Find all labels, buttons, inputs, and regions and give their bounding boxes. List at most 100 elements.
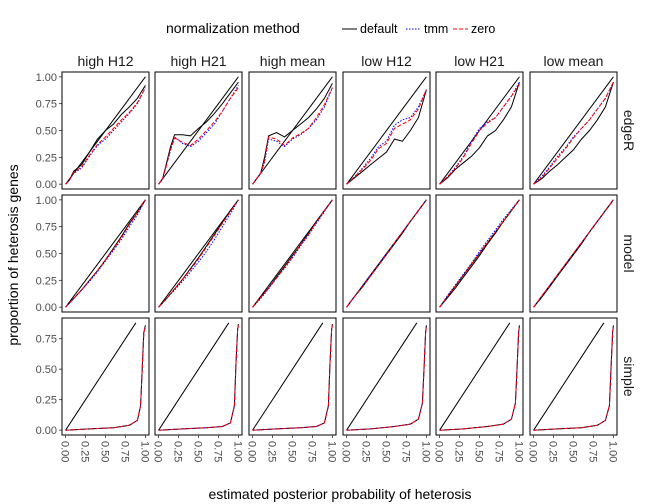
series-line-zero (533, 81, 614, 185)
series-line-default (439, 325, 520, 431)
y-axis-title: proportion of heterosis genes (5, 164, 21, 345)
panel-border (529, 317, 618, 436)
facet-label-high-mean: high mean (260, 53, 325, 69)
panel-edger-low-h12 (342, 71, 431, 190)
panel-grid: high H12 high H21 high mean low H12 low H21 l… (36, 53, 637, 462)
series-line-tmm (252, 325, 333, 431)
series-line-zero (158, 325, 239, 431)
series-line-default (533, 325, 614, 431)
series-line-tmm (252, 199, 333, 308)
x-tick-label: 0.00 (246, 441, 258, 462)
x-tick-label: 0.00 (59, 441, 71, 462)
y-tick-label: 0.25 (36, 152, 57, 164)
legend: normalization method default tmm zero (166, 20, 495, 36)
reference-line (65, 199, 146, 308)
x-tick-label: 0.00 (433, 441, 445, 462)
x-tick-label: 0.75 (305, 441, 317, 462)
series-line-tmm (65, 326, 146, 431)
reference-line (252, 322, 324, 431)
series-line-tmm (533, 81, 614, 185)
panel-border (342, 71, 431, 190)
panel-border (248, 194, 337, 313)
legend-label-tmm: tmm (424, 22, 448, 36)
series-line-default (252, 324, 333, 431)
y-tick-label: 0.75 (36, 222, 57, 234)
x-tick-label: 0.50 (380, 441, 392, 462)
x-tick-label: 0.50 (473, 441, 485, 462)
panel-border (154, 194, 243, 313)
series-line-zero (252, 325, 333, 431)
panel-model-high-mean (248, 194, 337, 313)
panel-edger-high-h12 (61, 71, 150, 190)
panel-edger-high-mean (248, 71, 337, 190)
x-tick-label: 0.25 (453, 441, 465, 462)
panel-model-low-h12 (342, 194, 431, 313)
x-tick-label: 0.25 (360, 441, 372, 462)
series-line-default (65, 325, 146, 431)
panel-edger-high-h21 (154, 71, 243, 190)
series-line-default (346, 89, 427, 185)
panel-simple-low-mean (529, 317, 618, 436)
facet-label-low-h12: low H12 (361, 53, 412, 69)
series-line-default (533, 82, 614, 185)
facet-label-high-h12: high H12 (77, 53, 133, 69)
panel-simple-high-h12 (61, 317, 150, 436)
x-tick-label: 0.75 (492, 441, 504, 462)
panel-border (61, 71, 150, 190)
series-line-tmm (439, 81, 520, 185)
y-tick-label: 1.00 (36, 72, 57, 84)
y-tick-label: 0.25 (36, 395, 57, 407)
x-tick-label: 1.00 (606, 441, 618, 462)
reference-line (346, 76, 427, 185)
series-line-tmm (252, 87, 333, 185)
y-tick-label: 0.50 (36, 249, 57, 261)
series-line-zero (65, 199, 146, 308)
panel-border (342, 194, 431, 313)
series-line-zero (439, 84, 520, 185)
x-tick-label: 0.75 (399, 441, 411, 462)
panel-simple-low-h21 (435, 317, 524, 436)
x-tick-label: 0.25 (172, 441, 184, 462)
x-tick-label: 0.00 (527, 441, 539, 462)
x-tick-label: 0.75 (586, 441, 598, 462)
panel-border (248, 71, 337, 190)
panel-border (342, 317, 431, 436)
series-line-zero (533, 326, 614, 431)
x-tick-label: 0.50 (286, 441, 298, 462)
x-tick-label: 0.50 (99, 441, 111, 462)
facet-label-model: model (621, 234, 637, 272)
series-line-zero (346, 89, 427, 185)
series-line-default (346, 325, 427, 431)
x-tick-label: 0.50 (192, 441, 204, 462)
series-line-tmm (533, 326, 614, 431)
series-line-zero (252, 199, 333, 308)
panel-border (61, 194, 150, 313)
series-line-zero (158, 87, 239, 185)
reference-line (158, 76, 239, 185)
facet-label-simple: simple (621, 356, 637, 397)
y-tick-label: 0.50 (36, 364, 57, 376)
panel-border (61, 317, 150, 436)
series-line-zero (533, 199, 614, 308)
reference-line (65, 322, 137, 431)
series-line-tmm (439, 326, 520, 431)
x-tick-label: 0.00 (152, 441, 164, 462)
series-line-tmm (158, 325, 239, 431)
series-line-default (158, 324, 239, 431)
panel-border (248, 317, 337, 436)
series-line-zero (252, 87, 333, 185)
facet-label-low-mean: low mean (544, 53, 604, 69)
reference-line (439, 322, 511, 431)
series-line-default (439, 82, 520, 185)
y-tick-label: 0.00 (36, 302, 57, 314)
reference-line (533, 322, 605, 431)
series-line-tmm (65, 199, 146, 308)
panel-border (154, 71, 243, 190)
x-tick-label: 1.00 (419, 441, 431, 462)
series-line-zero (439, 199, 520, 308)
facet-label-low-h21: low H21 (454, 53, 505, 69)
facet-label-high-h21: high H21 (170, 53, 226, 69)
series-line-default (252, 83, 333, 185)
reference-line (346, 322, 418, 431)
